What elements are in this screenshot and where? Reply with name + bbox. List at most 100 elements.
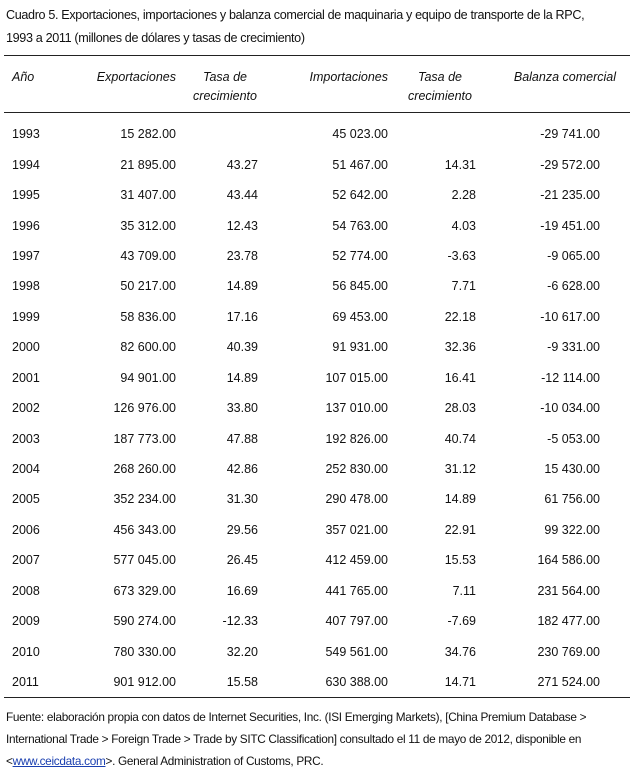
table-cell: -9 065.00 [547, 248, 600, 263]
table-cell: -19 451.00 [540, 218, 600, 233]
table-cell: -29 741.00 [540, 127, 600, 142]
table-cell: -10 034.00 [540, 401, 600, 416]
table-cell: 2001 [12, 370, 40, 385]
title-line: 1993 a 2011 (millones de dólares y tasas… [6, 31, 305, 45]
table-row: 1997 43 709.00 23.78 52 774.00 -3.63 -9 065.0… [4, 241, 630, 271]
table-cell: 16.41 [444, 370, 476, 385]
table-cell: 137 010.00 [325, 401, 388, 416]
column-header: Tasa de crecimiento [193, 70, 257, 103]
column-header: Exportaciones [96, 70, 176, 84]
table-cell: -5 053.00 [547, 431, 600, 446]
table-cell: 33.80 [226, 401, 258, 416]
table-cell: 51 467.00 [332, 157, 388, 172]
table-row: 2006 456 343.00 29.56 357 021.00 22.91 99 322… [4, 515, 630, 545]
table-cell: 54 763.00 [332, 218, 388, 233]
table-cell: 43.27 [226, 157, 258, 172]
table-cell: 43 709.00 [120, 248, 176, 263]
table-cell: 901 912.00 [113, 675, 176, 690]
table-cell: 56 845.00 [332, 279, 388, 294]
table-cell: 441 765.00 [325, 583, 388, 598]
table-row: 2003 187 773.00 47.88 192 826.00 40.74 -5 053… [4, 423, 630, 453]
table-cell: 32.36 [444, 340, 476, 355]
table-row: 2009 590 274.00 -12.33 407 797.00 -7.69 182 4… [4, 606, 630, 636]
table-cell: 192 826.00 [325, 431, 388, 446]
table-cell: 231 564.00 [537, 583, 600, 598]
table-cell: 40.74 [444, 431, 476, 446]
footnote-link[interactable]: www.ceicdata.com [12, 754, 106, 768]
table-cell: 2.28 [451, 188, 476, 203]
table-row: 2010 780 330.00 32.20 549 561.00 34.76 230 76… [4, 636, 630, 666]
table-row: 2008 673 329.00 16.69 441 765.00 7.11 231 564… [4, 576, 630, 606]
table-cell: 268 260.00 [113, 462, 176, 477]
table-cell: 82 600.00 [120, 340, 176, 355]
column-header: Balanza comercial [513, 70, 616, 84]
table-cell: 31 407.00 [120, 188, 176, 203]
table-cell: -3.63 [447, 248, 477, 263]
header-row: Año Exportaciones Tasa de crecimiento Impor… [4, 55, 630, 113]
table-cell: 407 797.00 [325, 614, 388, 629]
title: Cuadro 5. Exportaciones, importaciones y… [6, 4, 636, 50]
table-cell: 47.88 [226, 431, 258, 446]
table-row: 1996 35 312.00 12.43 54 763.00 4.03 -19 451.0… [4, 210, 630, 240]
table-cell: 271 524.00 [537, 675, 600, 690]
table-row: 2002 126 976.00 33.80 137 010.00 28.03 -10 03… [4, 393, 630, 423]
column-header: Tasa de crecimiento [408, 70, 472, 103]
table-cell: 94 901.00 [120, 370, 176, 385]
table-row: 2001 94 901.00 14.89 107 015.00 16.41 -12 114… [4, 363, 630, 393]
table-header: Año Exportaciones Tasa de crecimiento Impor… [4, 55, 630, 113]
table-cell: 14.89 [444, 492, 476, 507]
table-cell: 412 459.00 [325, 553, 388, 568]
table-cell: 40.39 [226, 340, 258, 355]
table-cell: 50 217.00 [120, 279, 176, 294]
table-cell: 32.20 [226, 644, 258, 659]
footnote-tail: >. General Administration of Customs, PR… [105, 754, 324, 768]
table-cell: 357 021.00 [325, 522, 388, 537]
table-cell: 99 322.00 [544, 522, 600, 537]
table-cell: 23.78 [226, 248, 258, 263]
table-cell: 630 388.00 [325, 675, 388, 690]
table-cell: 22.91 [444, 522, 476, 537]
table-row: 2005 352 234.00 31.30 290 478.00 14.89 61 756… [4, 484, 630, 514]
table-cell: 21 895.00 [120, 157, 176, 172]
table-row: 1999 58 836.00 17.16 69 453.00 22.18 -10 617.… [4, 302, 630, 332]
footnote: Fuente: elaboración propia con datos de … [6, 706, 632, 772]
table-cell: 16.69 [226, 583, 258, 598]
table-cell: 2005 [12, 492, 40, 507]
table-cell: 1995 [12, 188, 40, 203]
table-cell: 2007 [12, 553, 40, 568]
table-cell: 52 642.00 [332, 188, 388, 203]
table-cell: 230 769.00 [537, 644, 600, 659]
table-cell: 42.86 [226, 462, 258, 477]
table-row: 2000 82 600.00 40.39 91 931.00 32.36 -9 331.0… [4, 332, 630, 362]
table-cell: 7.71 [451, 279, 476, 294]
table-cell: 2004 [12, 462, 40, 477]
table-cell: 1999 [12, 309, 40, 324]
table-cell: 2003 [12, 431, 40, 446]
table-row: 1993 15 282.00 45 023.00 -29 741.00 [4, 113, 630, 150]
table-cell: 12.43 [226, 218, 258, 233]
table-cell: 17.16 [226, 309, 258, 324]
table-cell: 187 773.00 [113, 431, 176, 446]
table-cell: 35 312.00 [120, 218, 176, 233]
table-cell: 15 282.00 [120, 127, 176, 142]
table-cell: -12.33 [222, 614, 258, 629]
table-cell: 2006 [12, 522, 40, 537]
table-cell: 15 430.00 [544, 462, 600, 477]
table-cell: 252 830.00 [325, 462, 388, 477]
table-cell: -21 235.00 [540, 188, 600, 203]
table-cell: 1993 [12, 127, 40, 142]
table-row: 2007 577 045.00 26.45 412 459.00 15.53 164 58… [4, 545, 630, 575]
table-cell: 34.76 [444, 644, 476, 659]
table-cell: 52 774.00 [332, 248, 388, 263]
table-cell: 22.18 [444, 309, 476, 324]
table-cell: 4.03 [451, 218, 476, 233]
table-row: 2004 268 260.00 42.86 252 830.00 31.12 15 430… [4, 454, 630, 484]
table-cell: 1997 [12, 248, 40, 263]
table-cell: 1996 [12, 218, 40, 233]
table-cell: 14.89 [226, 370, 258, 385]
table-cell: 352 234.00 [113, 492, 176, 507]
table-cell: 2002 [12, 401, 40, 416]
table-cell: 456 343.00 [113, 522, 176, 537]
table-cell: 2010 [12, 644, 40, 659]
table-cell: 673 329.00 [113, 583, 176, 598]
